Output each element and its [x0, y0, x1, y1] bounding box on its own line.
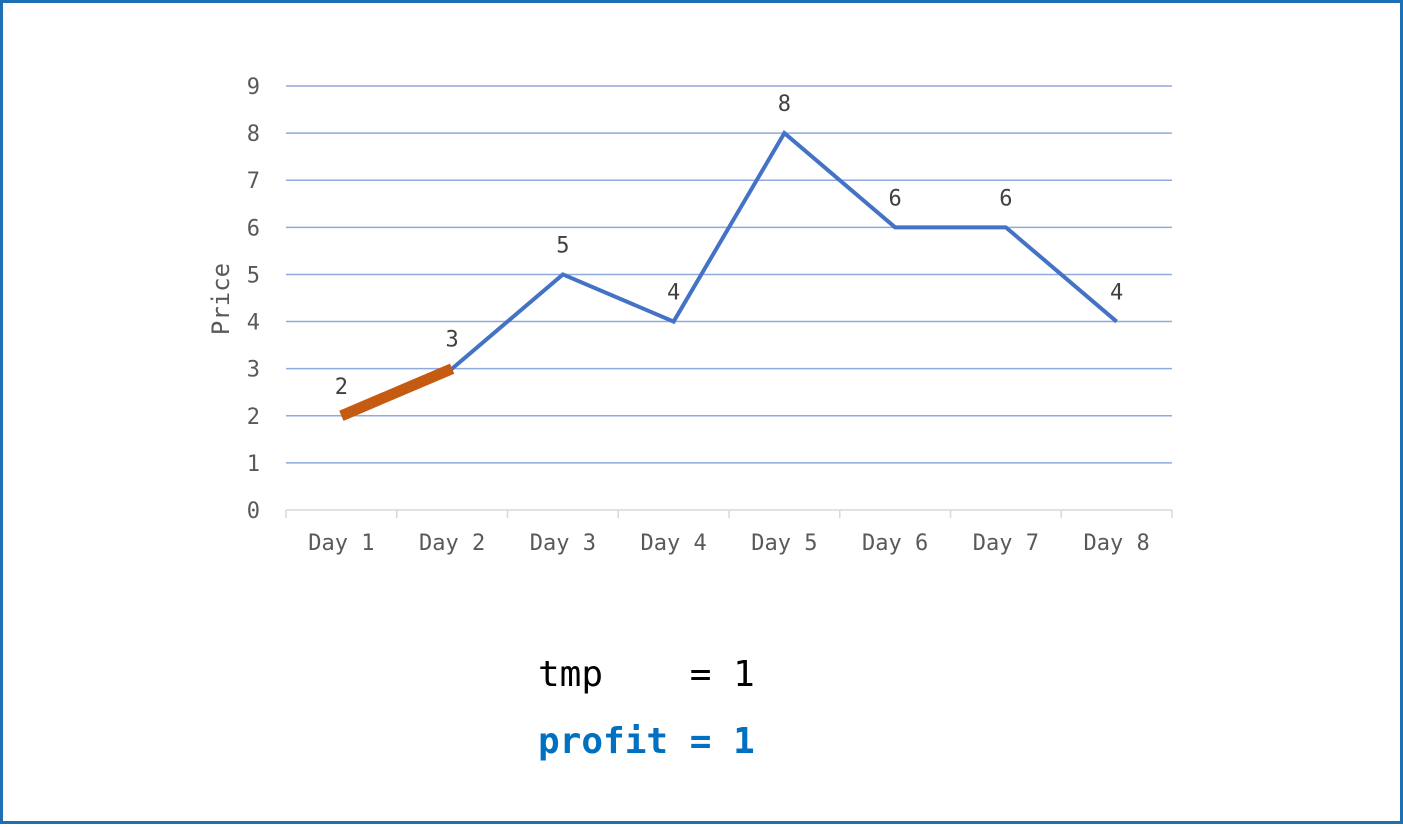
- x-tick-label: Day 7: [973, 531, 1039, 556]
- data-label: 4: [1110, 281, 1123, 306]
- y-axis-title: Price: [207, 263, 235, 335]
- series-line: [340, 130, 1118, 418]
- y-tick-label: 8: [247, 122, 260, 147]
- x-tick-label: Day 8: [1084, 531, 1150, 556]
- highlight-segment: [339, 363, 455, 421]
- data-label: 8: [778, 92, 791, 117]
- y-tick-label: 1: [247, 452, 260, 477]
- series: [339, 130, 1118, 421]
- y-tick-label: 5: [247, 263, 260, 288]
- data-label: 6: [999, 186, 1012, 211]
- x-tick-labels: Day 1 Day 2 Day 3 Day 4 Day 5 Day 6 Day 7 Day 8: [308, 531, 1149, 556]
- data-labels: 2 3 5 4 8 6 6 4: [335, 92, 1124, 400]
- data-label: 2: [335, 375, 348, 400]
- y-tick-label: 2: [247, 405, 260, 430]
- x-tick-label: Day 2: [419, 531, 485, 556]
- y-tick-label: 0: [247, 499, 260, 524]
- y-tick-label: 3: [247, 358, 260, 383]
- data-label: 4: [667, 281, 680, 306]
- y-tick-label: 9: [247, 75, 260, 100]
- x-tick-label: Day 5: [751, 531, 817, 556]
- data-label: 3: [446, 328, 459, 353]
- x-tick-label: Day 1: [308, 531, 374, 556]
- x-tick-label: Day 3: [530, 531, 596, 556]
- y-tick-label: 7: [247, 169, 260, 194]
- data-label: 5: [556, 233, 569, 258]
- profit-value: profit = 1: [538, 721, 755, 762]
- y-tick-labels: 0 1 2 3 4 5 6 7 8 9: [247, 75, 260, 524]
- gridlines: [286, 85, 1172, 464]
- y-tick-label: 4: [247, 311, 260, 336]
- x-axis: [285, 509, 1173, 518]
- data-label: 6: [889, 186, 902, 211]
- x-tick-label: Day 6: [862, 531, 928, 556]
- tmp-value: tmp = 1: [538, 654, 755, 695]
- y-tick-label: 6: [247, 216, 260, 241]
- x-tick-label: Day 4: [641, 531, 707, 556]
